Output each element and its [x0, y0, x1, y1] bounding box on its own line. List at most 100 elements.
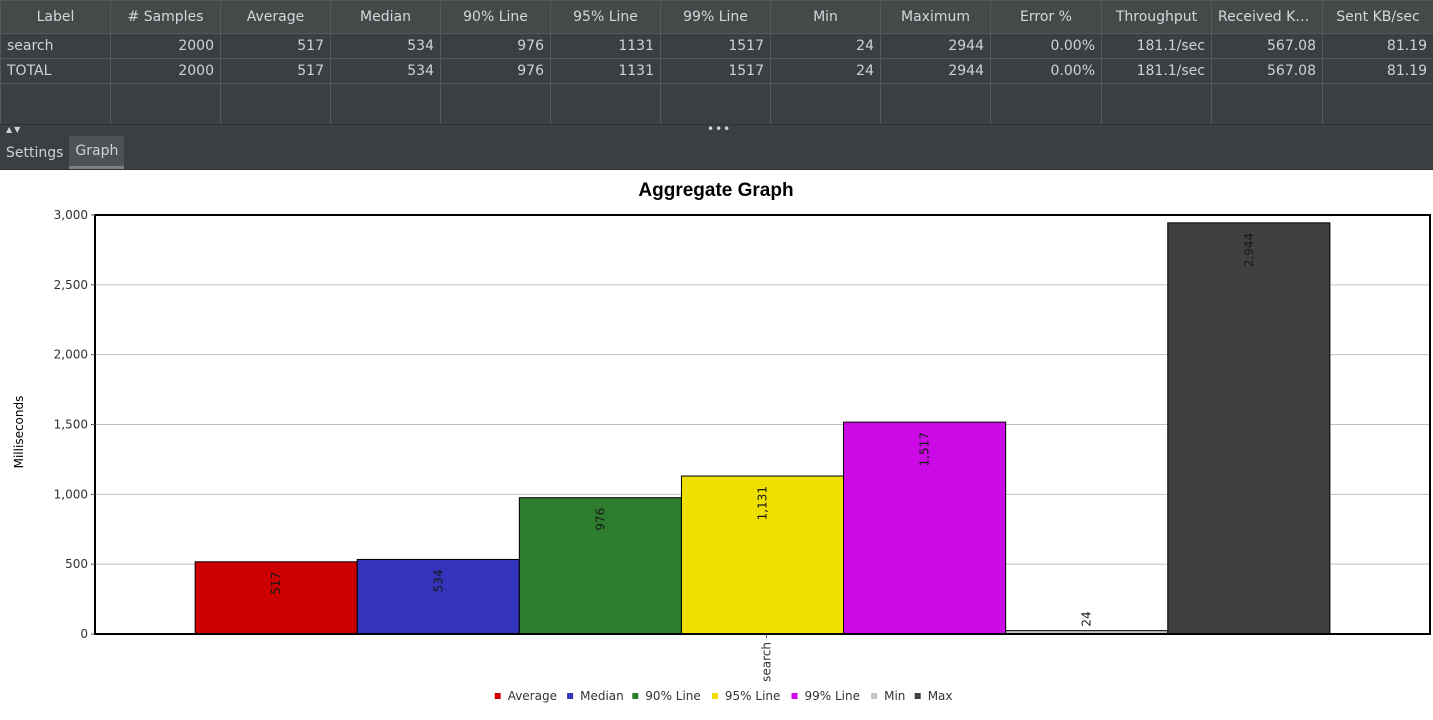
legend-item-label: Average [508, 689, 557, 703]
bar-value-label: 1,131 [756, 486, 770, 520]
split-pane-divider[interactable]: ▲▼ ••• [0, 122, 1433, 136]
table-cell: 517 [220, 33, 331, 59]
table-cell: 976 [440, 33, 551, 59]
y-tick-label: 2,000 [54, 348, 88, 362]
chart-title: Aggregate Graph [638, 180, 793, 201]
table-cell: TOTAL [0, 58, 111, 84]
chart-legend: Average Median 90% Line 95% Line 99% Line Min… [494, 689, 953, 703]
table-cell: 1131 [550, 33, 661, 59]
table-cell [0, 83, 111, 125]
table-cell: 2000 [110, 58, 221, 84]
table-row[interactable]: search 2000 517 534 976 1131 1517 24 294… [0, 33, 1433, 59]
table-cell [880, 83, 991, 125]
table-cell [990, 83, 1102, 125]
table-cell: 81.19 [1322, 58, 1433, 84]
legend-swatch [494, 693, 501, 699]
x-category-label: search [760, 642, 774, 682]
table-cell: 517 [220, 58, 331, 84]
table-cell: 567.08 [1211, 33, 1323, 59]
table-cell [770, 83, 881, 125]
column-header-90-line[interactable]: 90% Line [440, 0, 551, 34]
legend-swatch [567, 693, 574, 699]
bar [194, 561, 358, 635]
table-cell: 1517 [660, 33, 771, 59]
table-cell: 2944 [880, 58, 991, 84]
column-header-average[interactable]: Average [220, 0, 331, 34]
column-header-sent[interactable]: Sent KB/sec [1322, 0, 1433, 34]
aggregate-table-panel: Label # Samples Average Median 90% Line … [0, 0, 1433, 125]
table-cell: 0.00% [990, 33, 1102, 59]
aggregate-report-table[interactable]: Label # Samples Average Median 90% Line … [0, 0, 1433, 125]
legend-item-label: Min [884, 689, 905, 703]
table-cell: 24 [770, 33, 881, 59]
column-header-min[interactable]: Min [770, 0, 881, 34]
legend-item-label: 95% Line [725, 689, 781, 703]
table-cell [550, 83, 661, 125]
table-header-row: Label # Samples Average Median 90% Line … [0, 0, 1433, 34]
table-cell: 567.08 [1211, 58, 1323, 84]
table-cell [330, 83, 441, 125]
bar-value-label: 534 [431, 569, 445, 592]
tab-bar: Settings Graph [0, 136, 1433, 170]
y-tick-label: 500 [65, 557, 88, 571]
bar-value-label: 517 [269, 572, 283, 595]
table-cell: search [0, 33, 111, 59]
bar-value-label: 24 [1080, 611, 1094, 626]
legend-item-label: 99% Line [805, 689, 861, 703]
bar-value-label: 1,517 [918, 432, 932, 466]
bars: 517 534 976 1,131 1,517 24 2,944 [194, 222, 1331, 635]
table-cell: 0.00% [990, 58, 1102, 84]
table-cell: 81.19 [1322, 33, 1433, 59]
bar [843, 421, 1007, 635]
legend-swatch [914, 693, 921, 699]
column-header-label[interactable]: Label [0, 0, 111, 34]
bar [518, 497, 682, 635]
y-tick-label: 3,000 [54, 208, 88, 222]
column-header-received[interactable]: Received KB/... [1211, 0, 1323, 34]
y-tick-label: 0 [80, 627, 88, 641]
column-header-samples[interactable]: # Samples [110, 0, 221, 34]
collapse-arrows-icon[interactable]: ▲▼ [6, 125, 23, 134]
table-cell [1211, 83, 1323, 125]
table-cell: 2000 [110, 33, 221, 59]
table-empty-row [0, 83, 1433, 125]
drag-handle-icon[interactable]: ••• [707, 122, 732, 136]
table-cell: 1517 [660, 58, 771, 84]
table-cell [220, 83, 331, 125]
bar [356, 558, 520, 635]
legend-swatch [632, 693, 639, 699]
legend-item-label: Median [580, 689, 624, 703]
table-cell: 24 [770, 58, 881, 84]
y-tick-label: 1,000 [54, 487, 88, 501]
legend-item-label: 90% Line [645, 689, 701, 703]
column-header-95-line[interactable]: 95% Line [550, 0, 661, 34]
column-header-throughput[interactable]: Throughput [1101, 0, 1212, 34]
table-cell [440, 83, 551, 125]
table-cell [1322, 83, 1433, 125]
tab-graph[interactable]: Graph [69, 136, 125, 169]
table-cell [660, 83, 771, 125]
table-row[interactable]: TOTAL 2000 517 534 976 1131 1517 24 2944… [0, 58, 1433, 84]
column-header-error[interactable]: Error % [990, 0, 1102, 34]
legend-item-label: Max [928, 689, 953, 703]
legend-swatch [791, 693, 798, 699]
column-header-maximum[interactable]: Maximum [880, 0, 991, 34]
y-axis-label: Milliseconds [12, 396, 26, 469]
aggregate-bar-chart: Aggregate Graph Milliseconds 517 534 976 1,… [12, 180, 1431, 703]
y-tick-label: 1,500 [54, 418, 88, 432]
y-axis-ticks: 0 500 1,000 1,500 2,000 2,500 3,000 [54, 208, 95, 641]
table-cell: 181.1/sec [1101, 33, 1212, 59]
table-cell: 976 [440, 58, 551, 84]
bar-value-label: 2,944 [1242, 233, 1256, 267]
legend-swatch [711, 693, 718, 699]
y-tick-label: 2,500 [54, 278, 88, 292]
bar [680, 475, 845, 635]
table-cell: 181.1/sec [1101, 58, 1212, 84]
column-header-99-line[interactable]: 99% Line [660, 0, 771, 34]
bar-value-label: 976 [593, 508, 607, 531]
table-cell [110, 83, 221, 125]
column-header-median[interactable]: Median [330, 0, 441, 34]
aggregate-graph-panel: Aggregate Graph Milliseconds 517 534 976 1,… [0, 170, 1433, 720]
tab-settings[interactable]: Settings [6, 144, 64, 161]
x-axis-categories: search [760, 634, 774, 682]
